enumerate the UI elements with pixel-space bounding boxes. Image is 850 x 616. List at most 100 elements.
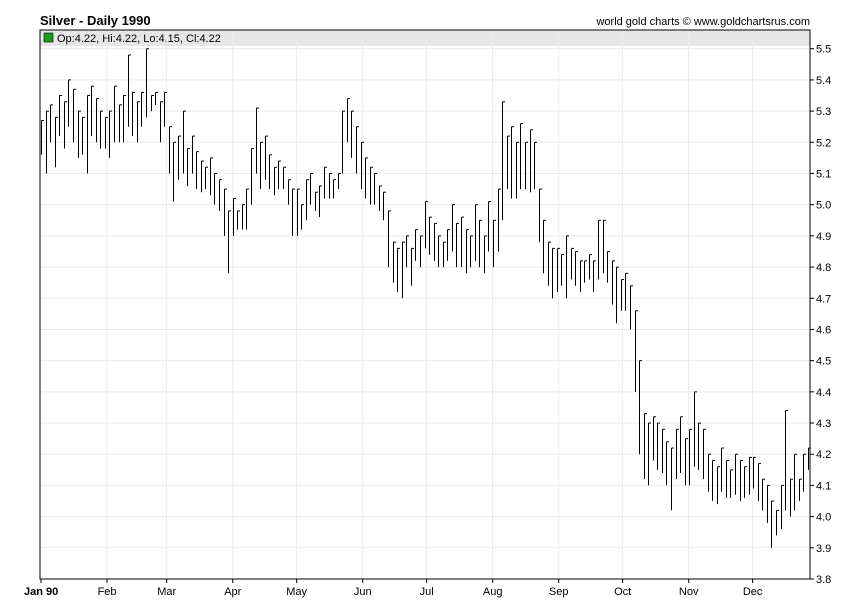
price-bar [292,188,295,236]
y-tick-label: 3.8 [816,574,831,586]
price-bar [689,428,692,486]
price-bar [685,438,688,486]
grid-lines [40,30,810,580]
y-tick-label: 5.0 [816,200,831,212]
price-bar [347,98,350,143]
price-bar [96,98,99,143]
price-bar [584,260,587,283]
price-bar [41,119,44,155]
price-bar [288,179,291,205]
price-bar [105,116,108,149]
y-tick-label: 4.7 [816,293,831,305]
price-bar [73,88,76,143]
price-bar [265,135,268,180]
y-tick-label: 4.8 [816,262,831,274]
price-bar [64,101,67,149]
y-tick-label: 4.6 [816,324,831,336]
y-tick-label: 4.3 [816,418,831,430]
y-tick-label: 5.1 [816,168,831,180]
price-bar [785,410,788,511]
x-tick-label: Jun [354,586,372,598]
price-bar [771,500,774,548]
price-bar [388,210,391,268]
price-bar [443,241,446,268]
y-tick-label: 4.2 [816,449,831,461]
price-bar [534,141,537,190]
price-bar [201,160,204,193]
y-axis: 3.8 3.9 4.0 4.1 4.2 4.3 4.4 4.5 4.6 4.7 4.8 4.9 5.0 5… [810,44,831,586]
price-bar [78,110,81,158]
price-bar [393,241,396,283]
price-bar [324,166,327,199]
price-bar [274,166,277,196]
price-bar [329,172,332,199]
price-bar [146,48,149,118]
price-bar [516,141,519,199]
price-bar [169,126,172,174]
price-bar [406,235,409,268]
price-bar [319,185,322,218]
price-bar [744,466,747,498]
price-bar [137,101,140,143]
price-bar [425,201,428,249]
price-bar [625,272,628,311]
price-bar [82,116,85,155]
price-bar [429,216,432,255]
price-bar [361,141,364,190]
price-bar [87,95,90,174]
price-bar [109,110,112,158]
price-bar [415,229,418,261]
price-bar [278,160,281,190]
price-bar [657,422,660,470]
price-bar [735,453,738,495]
chart-credit: world gold charts © www.goldchartsrus.co… [595,16,810,28]
y-tick-label: 5.2 [816,137,831,149]
x-tick-label: Dec [743,586,763,598]
price-bar [256,107,259,174]
price-bar [484,235,487,274]
price-bar [205,166,208,190]
price-bar [434,222,437,261]
price-bar [607,250,610,283]
price-bar [525,141,528,190]
price-bar [155,91,158,105]
price-bar [653,416,656,461]
price-bar [776,509,779,536]
price-bar [178,135,181,180]
price-bar [753,456,756,489]
y-tick-label: 4.4 [816,387,831,399]
price-bar [224,188,227,236]
price-bar [59,95,62,137]
price-bar [630,285,633,330]
price-bar [648,422,651,486]
price-bar [571,247,574,280]
price-bar [726,459,729,498]
price-bar [187,148,190,186]
price-bar [306,179,309,221]
price-bar [493,219,496,268]
price-bar [50,104,53,143]
price-bar [214,172,217,205]
price-bar [762,478,765,511]
price-bar [575,250,578,286]
price-bar [260,141,263,190]
price-bar [420,235,423,268]
price-bar [411,247,414,286]
price-bar [676,428,679,480]
price-bar [310,172,313,205]
price-bar [315,191,318,211]
price-bar [68,79,71,127]
price-bar [251,148,254,205]
price-bar [370,166,373,205]
x-tick-label: May [286,586,307,598]
price-bar [603,219,606,274]
price-bar [374,172,377,205]
price-bar [479,219,482,268]
price-bar [470,235,473,268]
price-bar [598,219,601,280]
price-bar [379,185,382,211]
price-bar [767,484,770,523]
price-bar [475,204,478,261]
price-bar [46,110,49,174]
price-bar [365,157,368,199]
